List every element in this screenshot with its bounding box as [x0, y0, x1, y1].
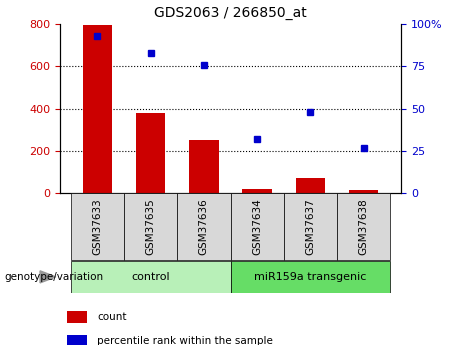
Polygon shape — [40, 271, 56, 283]
Bar — [337, 193, 390, 260]
Text: GSM37634: GSM37634 — [252, 198, 262, 255]
Text: GSM37637: GSM37637 — [306, 198, 315, 255]
Text: count: count — [97, 312, 127, 322]
Text: GSM37638: GSM37638 — [359, 198, 369, 255]
Text: percentile rank within the sample: percentile rank within the sample — [97, 336, 273, 345]
Bar — [124, 193, 177, 260]
Text: control: control — [131, 272, 170, 282]
Bar — [67, 335, 87, 345]
Bar — [83, 25, 112, 193]
Text: miR159a transgenic: miR159a transgenic — [254, 272, 366, 282]
Bar — [136, 113, 165, 193]
Bar — [67, 311, 87, 323]
Bar — [284, 193, 337, 260]
Bar — [71, 261, 230, 293]
Bar — [189, 140, 219, 193]
Bar — [296, 178, 325, 193]
Bar — [177, 193, 230, 260]
Title: GDS2063 / 266850_at: GDS2063 / 266850_at — [154, 6, 307, 20]
Bar — [230, 193, 284, 260]
Text: GSM37635: GSM37635 — [146, 198, 155, 255]
Text: GSM37636: GSM37636 — [199, 198, 209, 255]
Bar — [71, 193, 124, 260]
Bar — [230, 261, 390, 293]
Bar — [242, 189, 272, 193]
Text: genotype/variation: genotype/variation — [5, 272, 104, 282]
Text: GSM37633: GSM37633 — [92, 198, 102, 255]
Bar — [349, 190, 378, 193]
